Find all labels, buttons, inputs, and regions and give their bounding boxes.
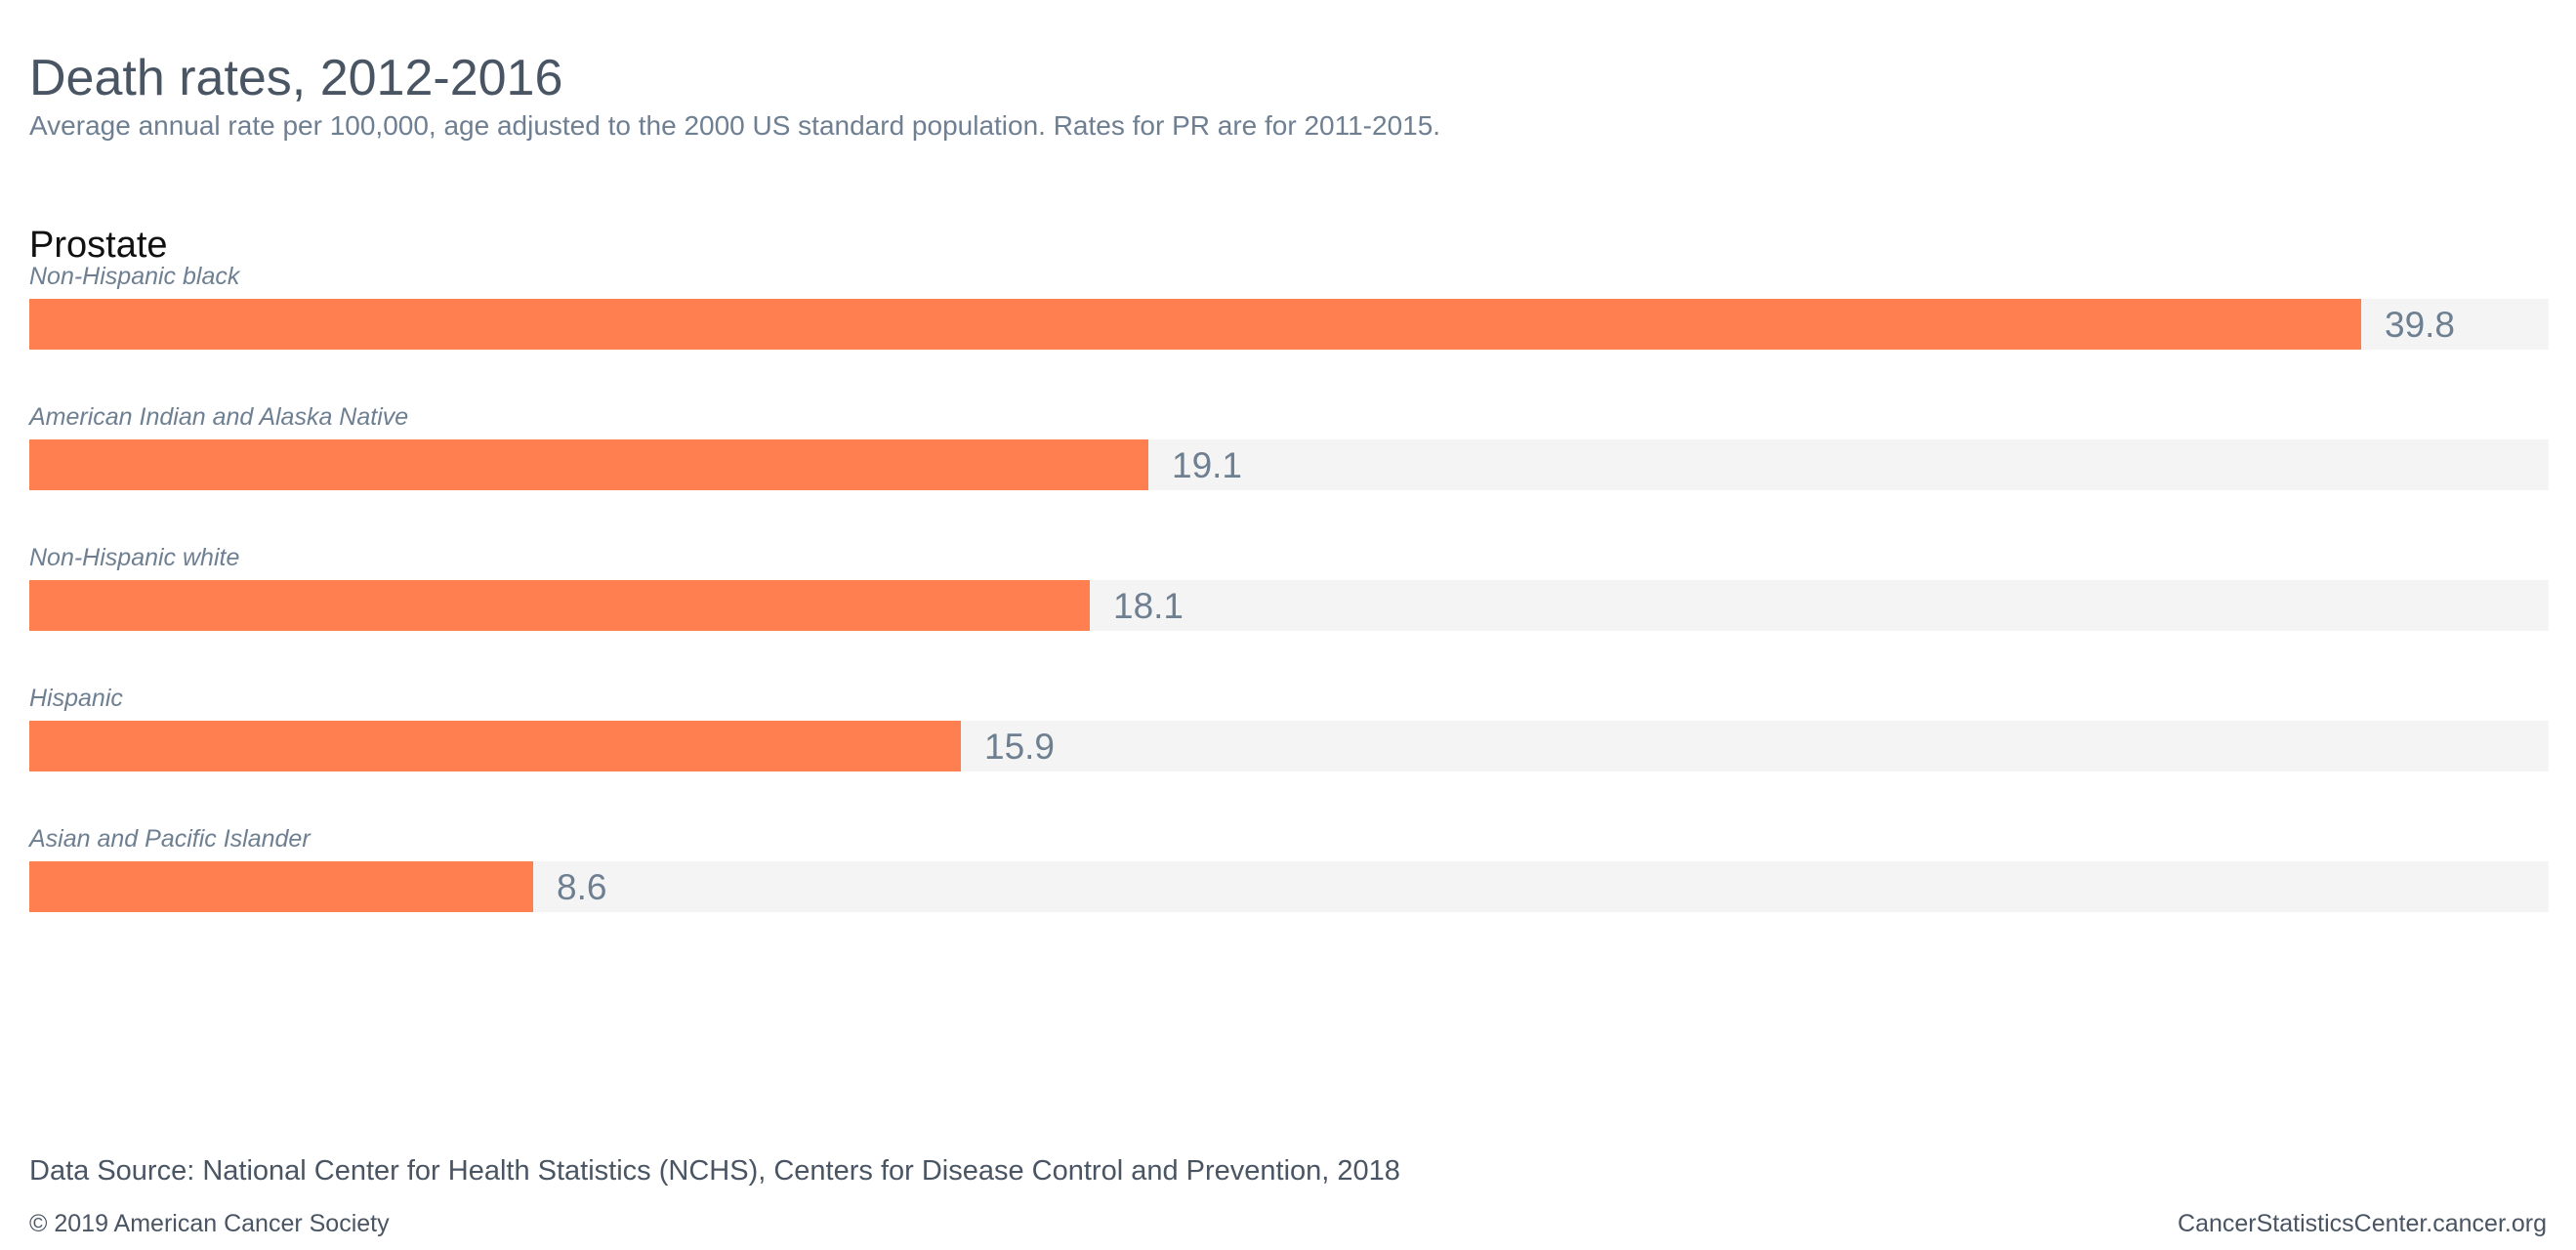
bar xyxy=(29,861,533,912)
category-label: Non-Hispanic black xyxy=(29,263,241,290)
value-label: 15.9 xyxy=(984,727,1055,767)
bar xyxy=(29,580,1090,631)
value-label: 19.1 xyxy=(1172,445,1242,485)
data-source-note: Data Source: National Center for Health … xyxy=(29,1155,1400,1187)
bar xyxy=(29,721,961,771)
category-label: Asian and Pacific Islander xyxy=(27,825,312,853)
page-title: Death rates, 2012-2016 xyxy=(29,50,563,106)
copyright-text: © 2019 American Cancer Society xyxy=(29,1210,390,1237)
value-label: 39.8 xyxy=(2385,305,2455,345)
bar-row: Asian and Pacific Islander 8.6 xyxy=(27,825,2549,912)
category-label: Non-Hispanic white xyxy=(29,544,239,571)
chart-title: Prostate xyxy=(29,225,168,266)
page-subtitle: Average annual rate per 100,000, age adj… xyxy=(29,110,1441,141)
bar xyxy=(29,439,1148,490)
bar-row: Non-Hispanic black 39.8 xyxy=(29,263,2549,350)
bar-row: American Indian and Alaska Native 19.1 xyxy=(27,403,2549,490)
category-label: Hispanic xyxy=(29,685,123,712)
bar-row: Non-Hispanic white 18.1 xyxy=(29,544,2549,631)
category-label: American Indian and Alaska Native xyxy=(27,403,408,431)
site-link[interactable]: CancerStatisticsCenter.cancer.org xyxy=(2178,1210,2547,1237)
bar xyxy=(29,299,2361,350)
value-label: 8.6 xyxy=(557,867,606,907)
value-label: 18.1 xyxy=(1113,586,1184,626)
bar-row: Hispanic 15.9 xyxy=(29,685,2549,771)
